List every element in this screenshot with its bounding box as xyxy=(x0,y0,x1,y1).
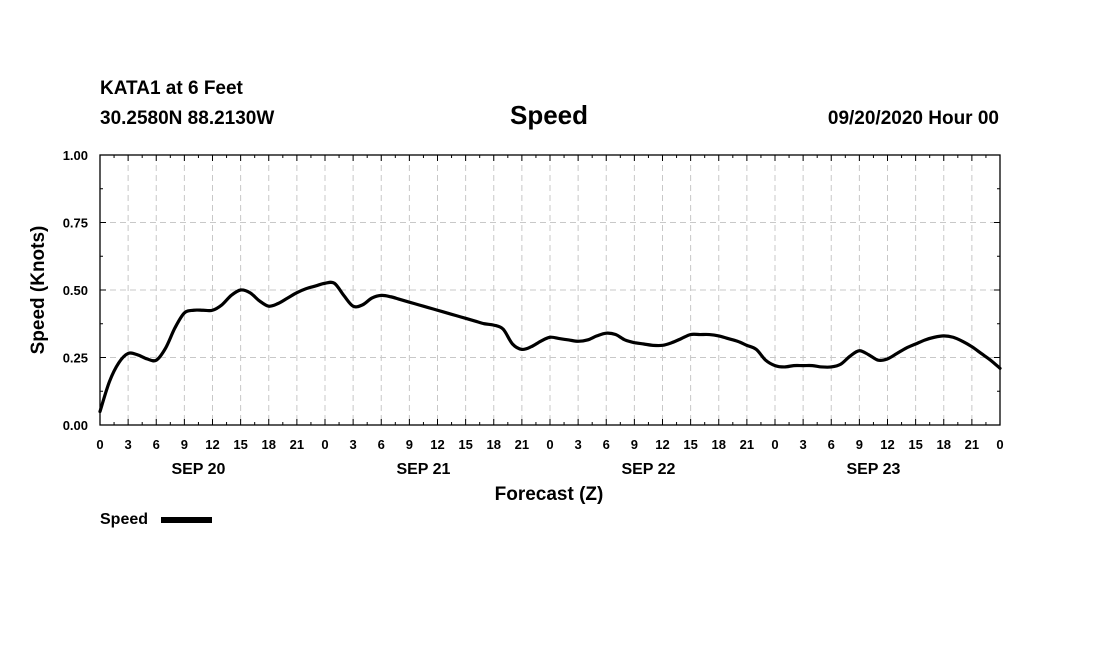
y-tick-labels: 0.00 0.25 0.50 0.75 1.00 xyxy=(63,148,88,433)
x-tick-label: 9 xyxy=(181,437,188,452)
x-tick-label: 12 xyxy=(430,437,444,452)
x-tick-label: 18 xyxy=(712,437,726,452)
x-tick-label: 9 xyxy=(631,437,638,452)
x-tick-label: 6 xyxy=(603,437,610,452)
x-tick-label: 3 xyxy=(350,437,357,452)
x-tick-label: 0 xyxy=(321,437,328,452)
x-tick-label: 21 xyxy=(965,437,979,452)
x-tick-label: 12 xyxy=(655,437,669,452)
x-tick-label: 21 xyxy=(515,437,529,452)
x-tick-label: 9 xyxy=(856,437,863,452)
x-tick-label: 0 xyxy=(771,437,778,452)
x-tick-label: 18 xyxy=(262,437,276,452)
day-label: SEP 20 xyxy=(171,461,225,478)
station-label: KATA1 at 6 Feet xyxy=(100,78,244,99)
x-tick-label: 15 xyxy=(908,437,922,452)
y-axis-label: Speed (Knots) xyxy=(28,226,49,355)
x-tick-label: 15 xyxy=(458,437,472,452)
x-tick-label: 15 xyxy=(233,437,247,452)
day-label: SEP 21 xyxy=(396,461,450,478)
x-tick-label: 18 xyxy=(937,437,951,452)
x-tick-label: 6 xyxy=(378,437,385,452)
x-tick-label: 3 xyxy=(800,437,807,452)
x-axis-label: Forecast (Z) xyxy=(495,484,604,505)
x-tick-label: 6 xyxy=(828,437,835,452)
y-tick-label: 0.25 xyxy=(63,351,88,366)
x-tick-label: 15 xyxy=(683,437,697,452)
plot-frame xyxy=(99,154,1001,426)
x-tick-labels: 0 3 6 9 12 15 18 21 0 3 6 9 12 15 18 21 0 3 6 9 12 15 18 21 0 3 6 9… xyxy=(96,437,1003,452)
day-label: SEP 23 xyxy=(846,461,900,478)
y-tick-label: 1.00 xyxy=(63,148,88,163)
speed-series-line xyxy=(98,280,1002,414)
x-tick-label: 6 xyxy=(153,437,160,452)
x-tick-label: 0 xyxy=(96,437,103,452)
y-tick-label: 0.00 xyxy=(63,418,88,433)
y-tick-label: 0.75 xyxy=(63,216,88,231)
grid-lines xyxy=(100,155,1000,425)
day-labels: SEP 20 SEP 21 SEP 22 SEP 23 xyxy=(171,461,900,478)
x-tick-label: 12 xyxy=(880,437,894,452)
x-tick-label: 3 xyxy=(575,437,582,452)
series-group xyxy=(98,280,1002,414)
x-tick-label: 0 xyxy=(546,437,553,452)
x-tick-label: 21 xyxy=(290,437,304,452)
day-label: SEP 22 xyxy=(621,461,675,478)
x-tick-label: 9 xyxy=(406,437,413,452)
chart-title: Speed xyxy=(510,100,588,130)
x-tick-label: 3 xyxy=(125,437,132,452)
x-tick-label: 12 xyxy=(205,437,219,452)
x-tick-label: 21 xyxy=(740,437,754,452)
legend-label: Speed xyxy=(100,511,148,528)
coordinates-label: 30.2580N 88.2130W xyxy=(100,108,274,129)
x-tick-label: 0 xyxy=(996,437,1003,452)
y-tick-label: 0.50 xyxy=(63,283,88,298)
x-tick-label: 18 xyxy=(487,437,501,452)
legend: Speed xyxy=(100,511,212,528)
run-time-label: 09/20/2020 Hour 00 xyxy=(828,108,999,129)
